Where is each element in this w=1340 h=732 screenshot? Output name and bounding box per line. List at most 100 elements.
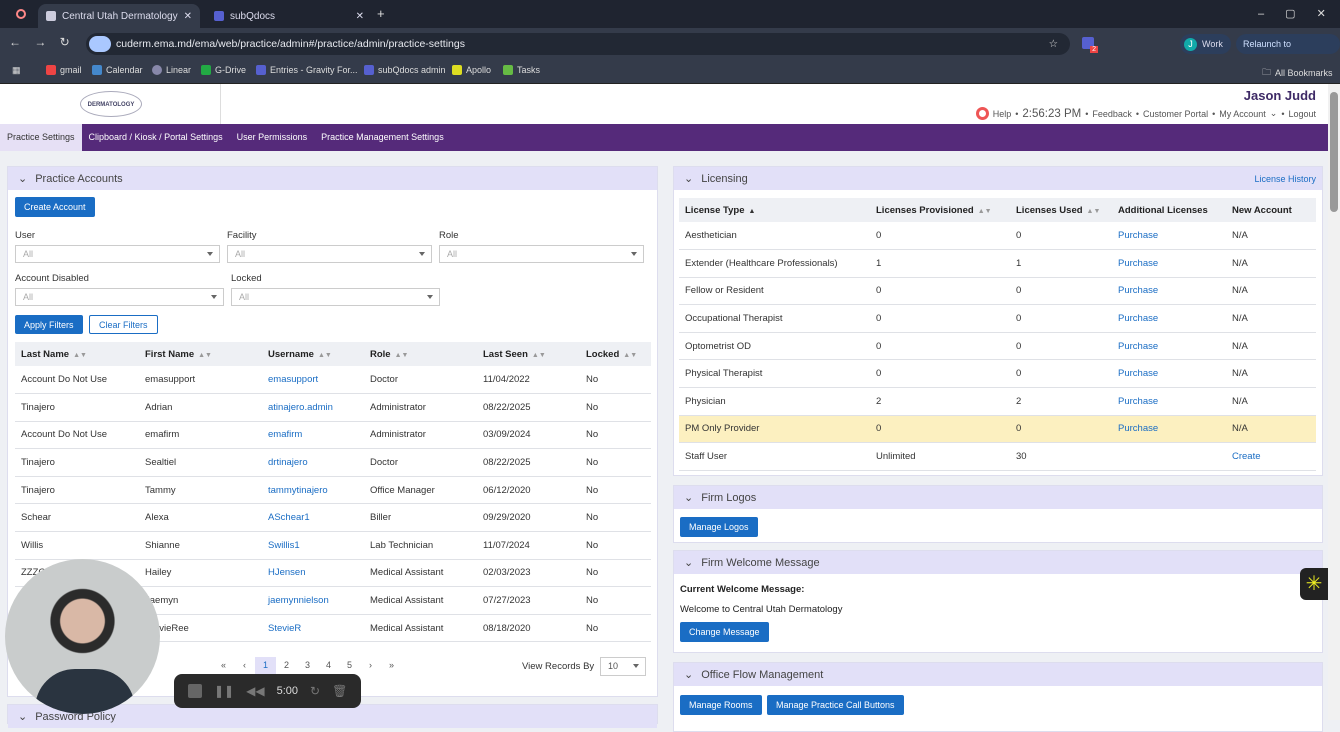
table-cell[interactable]: Swillis1 xyxy=(262,531,364,560)
bookmark[interactable]: G-Drive xyxy=(201,65,246,75)
trash-icon[interactable]: 🗑 xyxy=(332,684,348,698)
column-header[interactable]: Locked ▲▼ xyxy=(580,342,651,366)
change-message-button[interactable]: Change Message xyxy=(680,622,769,642)
profile-button[interactable]: J Work xyxy=(1180,34,1231,54)
page-button[interactable]: 2 xyxy=(283,660,289,670)
sort-icon[interactable]: ▲▼ xyxy=(317,351,332,359)
close-icon[interactable]: ✕ xyxy=(355,10,364,22)
purchase-link[interactable]: Purchase xyxy=(1112,222,1226,251)
restart-icon[interactable]: ↻ xyxy=(310,684,321,698)
page-button[interactable]: 5 xyxy=(346,660,352,670)
page-button[interactable]: 4 xyxy=(325,660,331,670)
customer-portal-link[interactable]: Customer Portal xyxy=(1143,108,1209,119)
bookmark[interactable]: subQdocs admin xyxy=(364,65,446,75)
tab-subqdocs[interactable]: subQdocs ✕ xyxy=(206,4,372,28)
sort-icon[interactable]: ▲▼ xyxy=(623,351,638,359)
table-cell[interactable]: emasupport xyxy=(262,366,364,395)
relaunch-button[interactable]: Relaunch to update xyxy=(1236,34,1340,69)
url-input[interactable]: cuderm.ema.md/ema/web/practice/admin#/pr… xyxy=(86,33,1070,55)
purchase-link[interactable]: Purchase xyxy=(1112,387,1226,416)
rewind-icon[interactable]: ◀◀ xyxy=(246,684,265,698)
purchase-link[interactable]: Purchase xyxy=(1112,332,1226,361)
purchase-link[interactable]: Purchase xyxy=(1112,304,1226,333)
purchase-link[interactable]: Purchase xyxy=(1112,277,1226,306)
table-cell[interactable]: ASchear1 xyxy=(262,503,364,533)
page-button[interactable]: 1 xyxy=(255,657,276,674)
manage-call-buttons-button[interactable]: Manage Practice Call Buttons xyxy=(767,695,904,715)
page-button[interactable]: ‹ xyxy=(243,660,246,670)
logout-link[interactable]: Logout xyxy=(1288,108,1316,119)
new-account-cell[interactable]: Create xyxy=(1226,442,1316,471)
table-row[interactable]: Schear Alexa ASchear1 Biller 09/29/2020 No xyxy=(15,503,651,533)
sort-icon[interactable]: ▲▼ xyxy=(977,207,992,215)
manage-rooms-button[interactable]: Manage Rooms xyxy=(680,695,762,715)
create-account-button[interactable]: Create Account xyxy=(15,197,95,217)
user-select[interactable]: All xyxy=(15,245,220,263)
sort-icon[interactable]: ▲▼ xyxy=(73,351,87,359)
locked-select[interactable]: All xyxy=(231,288,440,306)
table-cell[interactable]: tammytinajero xyxy=(262,476,364,505)
sort-icon[interactable]: ▲▼ xyxy=(198,351,212,359)
bookmark[interactable]: Calendar xyxy=(92,65,143,75)
column-header[interactable]: License Type ▲ xyxy=(679,198,870,222)
tab-central-utah[interactable]: Central Utah Dermatology ✕ xyxy=(38,4,200,28)
bookmark[interactable]: Tasks xyxy=(503,65,540,75)
table-cell[interactable]: HJensen xyxy=(262,559,364,588)
page-button[interactable]: « xyxy=(220,660,226,670)
table-row[interactable]: Account Do Not Use emafirm emafirm Administ… xyxy=(15,421,651,450)
panel-header[interactable]: ⌄ Practice Accounts xyxy=(8,167,657,190)
panel-header[interactable]: ⌄ Licensing License History xyxy=(674,167,1322,190)
manage-logos-button[interactable]: Manage Logos xyxy=(680,517,758,537)
table-cell[interactable]: jaemynnielson xyxy=(262,586,364,615)
page-button[interactable]: › xyxy=(369,660,372,670)
page-button[interactable]: » xyxy=(388,660,394,670)
scrollbar[interactable] xyxy=(1328,84,1340,720)
column-header[interactable]: Last Seen ▲▼ xyxy=(477,342,580,366)
apply-filters-button[interactable]: Apply Filters xyxy=(15,315,83,334)
column-header[interactable]: Last Name ▲▼ xyxy=(15,342,139,366)
license-history-link[interactable]: License History xyxy=(1254,173,1316,184)
column-header[interactable]: Role ▲▼ xyxy=(364,342,477,366)
extension-icon[interactable]: 2 xyxy=(1082,37,1098,53)
window-controls[interactable]: – ▢ ✕ xyxy=(1258,8,1326,20)
table-cell[interactable]: StevieR xyxy=(262,614,364,643)
all-bookmarks[interactable]: 🗀 All Bookmarks xyxy=(1262,65,1333,81)
column-header[interactable]: First Name ▲▼ xyxy=(139,342,262,366)
bookmark[interactable]: Apollo xyxy=(452,65,491,75)
help-lifebuoy-icon[interactable] xyxy=(975,107,989,120)
apps-icon[interactable]: ▦ xyxy=(12,65,21,75)
table-cell[interactable]: atinajero.admin xyxy=(262,393,364,422)
nav-buttons[interactable]: ← → ↻ xyxy=(9,35,70,49)
column-header[interactable]: New Account xyxy=(1226,198,1316,222)
tab-practice-management[interactable]: Practice Management Settings xyxy=(321,132,444,142)
account-disabled-select[interactable]: All xyxy=(15,288,224,306)
help-link[interactable]: Help xyxy=(992,108,1012,119)
pause-icon[interactable]: ❚❚ xyxy=(214,684,235,698)
view-records-select[interactable]: 10 xyxy=(600,657,646,676)
tab-user-permissions[interactable]: User Permissions xyxy=(236,132,308,142)
table-row[interactable]: Tinajero Sealtiel drtinajero Doctor 08/22/20… xyxy=(15,448,651,477)
feedback-link[interactable]: Feedback xyxy=(1092,108,1132,119)
apollo-widget-icon[interactable]: ✳ xyxy=(1300,568,1328,600)
tab-practice-settings[interactable]: Practice Settings xyxy=(0,124,82,151)
my-account-menu[interactable]: My Account xyxy=(1219,108,1266,119)
table-row[interactable]: Willis Shianne Swillis1 Lab Technician 11/07… xyxy=(15,531,651,560)
sort-icon[interactable]: ▲▼ xyxy=(531,351,546,359)
column-header[interactable]: Licenses Used ▲▼ xyxy=(1010,198,1112,222)
page-button[interactable]: 3 xyxy=(304,660,310,670)
role-select[interactable]: All xyxy=(439,245,644,263)
sort-icon[interactable]: ▲▼ xyxy=(394,351,409,359)
star-icon[interactable]: ☆ xyxy=(1048,38,1058,50)
new-tab-icon[interactable]: + xyxy=(377,6,385,21)
stop-icon[interactable] xyxy=(188,684,202,698)
table-row[interactable]: Tinajero Adrian atinajero.admin Administrat… xyxy=(15,393,651,422)
purchase-link[interactable]: Purchase xyxy=(1112,249,1226,278)
facility-select[interactable]: All xyxy=(227,245,432,263)
column-header[interactable]: Licenses Provisioned ▲▼ xyxy=(870,198,1010,222)
table-row[interactable]: StevieRee StevieR Medical Assistant 08/18/2… xyxy=(15,614,651,643)
bookmark[interactable]: Entries - Gravity For... xyxy=(256,65,358,75)
bookmark[interactable]: Linear xyxy=(152,65,191,75)
close-icon[interactable]: ✕ xyxy=(183,10,192,22)
column-header[interactable]: Additional Licenses xyxy=(1112,198,1226,222)
table-row[interactable]: Account Do Not Use emasupport emasupport Do… xyxy=(15,366,651,395)
